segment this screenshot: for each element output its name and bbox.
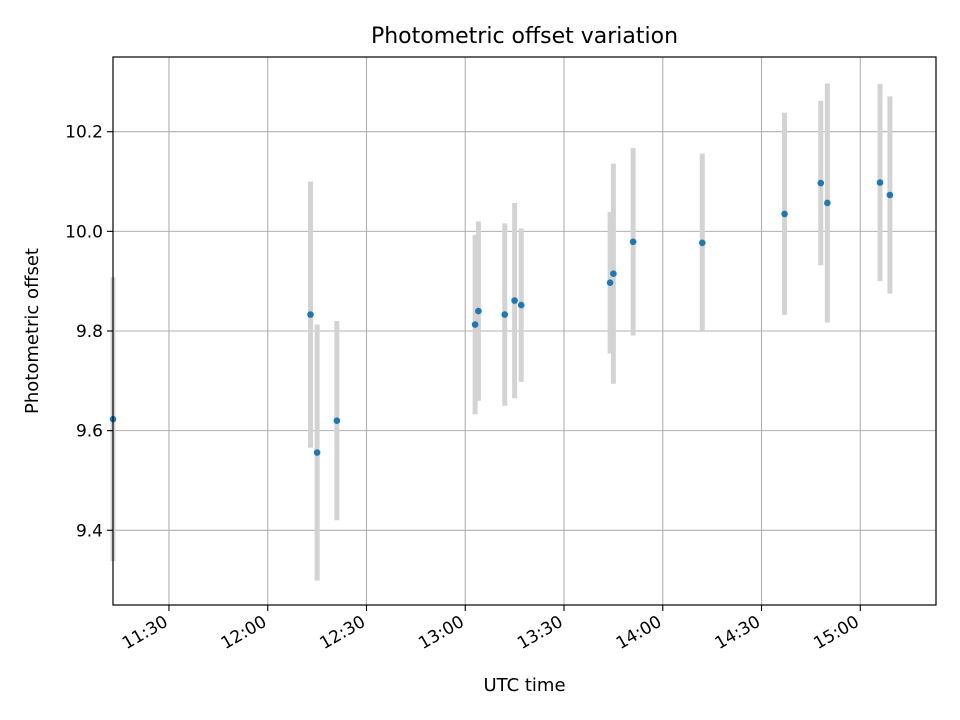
data-point: [824, 199, 831, 207]
data-point: [475, 307, 482, 315]
y-axis-ticks: 9.4 9.6 9.8 10.0 10.2: [65, 123, 113, 541]
data-point: [629, 238, 637, 246]
data-point: [517, 301, 525, 309]
data-points: [109, 179, 894, 456]
data-point: [313, 449, 321, 456]
data-point: [817, 179, 825, 187]
data-point: [471, 321, 479, 328]
y-tick-label: 10.0: [65, 222, 103, 242]
y-tick-label: 10.2: [65, 123, 103, 143]
data-point: [333, 417, 341, 424]
data-point: [698, 239, 706, 247]
data-point: [307, 311, 314, 318]
data-point: [886, 191, 894, 199]
grid-lines: [113, 57, 936, 605]
y-axis-label: Photometric offset: [22, 248, 43, 414]
y-tick-label: 9.4: [76, 521, 103, 541]
y-tick-label: 9.6: [76, 422, 103, 442]
data-point: [876, 179, 884, 186]
data-point: [606, 279, 614, 286]
x-axis-label: UTC time: [483, 675, 565, 696]
data-point: [610, 270, 617, 278]
y-tick-label: 9.8: [76, 322, 103, 342]
data-point: [511, 297, 518, 304]
data-point: [501, 311, 509, 318]
data-point: [781, 210, 788, 218]
chart-title: Photometric offset variation: [371, 24, 678, 49]
